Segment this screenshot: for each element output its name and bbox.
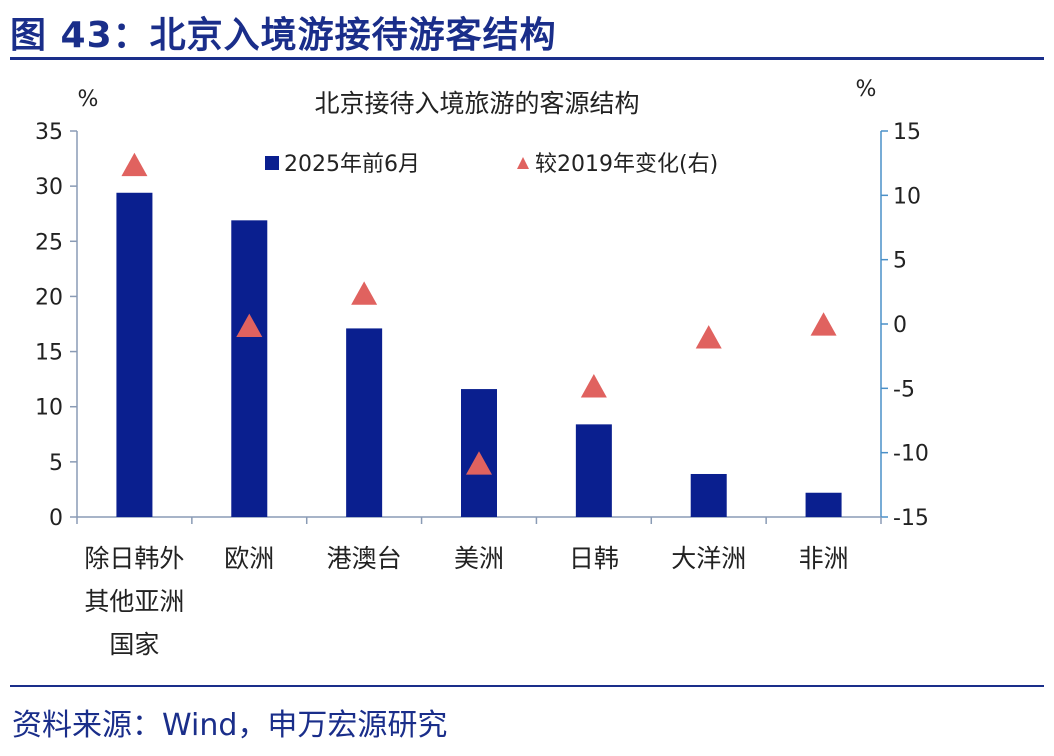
bar	[690, 473, 727, 517]
x-category-label-line: 日韩	[569, 544, 619, 573]
legend-bar-label: 2025年前6月	[284, 152, 420, 177]
x-category-label: 欧洲	[224, 544, 274, 573]
change-marker	[695, 325, 722, 349]
source-note: 资料来源：Wind，申万宏源研究	[12, 708, 448, 743]
y-right-tick-label: 0	[893, 313, 907, 338]
bar	[231, 220, 268, 517]
change-marker	[466, 451, 492, 475]
x-category-label-line: 其他亚洲	[84, 587, 184, 616]
bar	[116, 192, 153, 517]
chart: 北京接待入境旅游的客源结构 % % 0 5 10 15 20 25 30 35 -15 -10 -5…	[35, 77, 929, 659]
y-left-unit: %	[78, 87, 99, 112]
change-marker	[121, 152, 148, 177]
y-right-tick-label: -15	[893, 506, 929, 531]
y-right-tick-label: -10	[893, 442, 929, 467]
y-left-tick-label: 5	[49, 451, 63, 476]
x-category-label-line: 港澳台	[327, 544, 402, 573]
change-marker	[236, 313, 263, 337]
x-category-label-line: 国家	[109, 630, 159, 659]
x-category-label: 大洋洲	[671, 544, 746, 573]
y-left-tick-label: 30	[35, 175, 63, 200]
y-left-tick-label: 15	[35, 341, 63, 366]
x-category-label: 非洲	[799, 544, 849, 573]
footer-rule	[10, 685, 1044, 687]
x-category-label: 港澳台	[327, 544, 402, 573]
y-left-tick-label: 0	[49, 506, 63, 531]
y-right-tick-label: 10	[893, 184, 921, 209]
y-right-tick-label: 15	[893, 120, 921, 145]
y-right-unit: %	[856, 77, 877, 102]
y-left-tick-label: 25	[35, 230, 63, 255]
chart-title: 北京接待入境旅游的客源结构	[314, 89, 639, 118]
figure-title: 图 43：北京入境游接待游客结构	[10, 15, 557, 56]
title-rule	[10, 57, 1044, 60]
legend-bar-swatch	[265, 156, 279, 170]
x-category-label: 美洲	[454, 544, 504, 573]
x-category-label-line: 大洋洲	[671, 544, 746, 573]
x-category-label-line: 非洲	[799, 544, 849, 573]
change-marker	[580, 374, 607, 398]
bar	[346, 328, 383, 517]
change-marker	[810, 312, 837, 336]
y-left-tick-label: 35	[35, 120, 63, 145]
y-right-tick-label: -5	[893, 377, 915, 402]
bar	[575, 424, 612, 517]
legend: 2025年前6月 较2019年变化(右)	[265, 152, 718, 177]
x-category-label-line: 除日韩外	[84, 544, 184, 573]
x-category-label: 日韩	[569, 544, 619, 573]
y-left-tick-label: 20	[35, 285, 63, 310]
x-category-label-line: 美洲	[454, 544, 504, 573]
change-marker	[351, 281, 378, 305]
legend-marker-swatch	[517, 157, 529, 169]
y-right-tick-label: 5	[893, 249, 907, 274]
bar	[805, 492, 842, 517]
x-category-label-line: 欧洲	[224, 544, 274, 573]
legend-marker-label: 较2019年变化(右)	[535, 152, 718, 177]
y-left-tick-label: 10	[35, 396, 63, 421]
